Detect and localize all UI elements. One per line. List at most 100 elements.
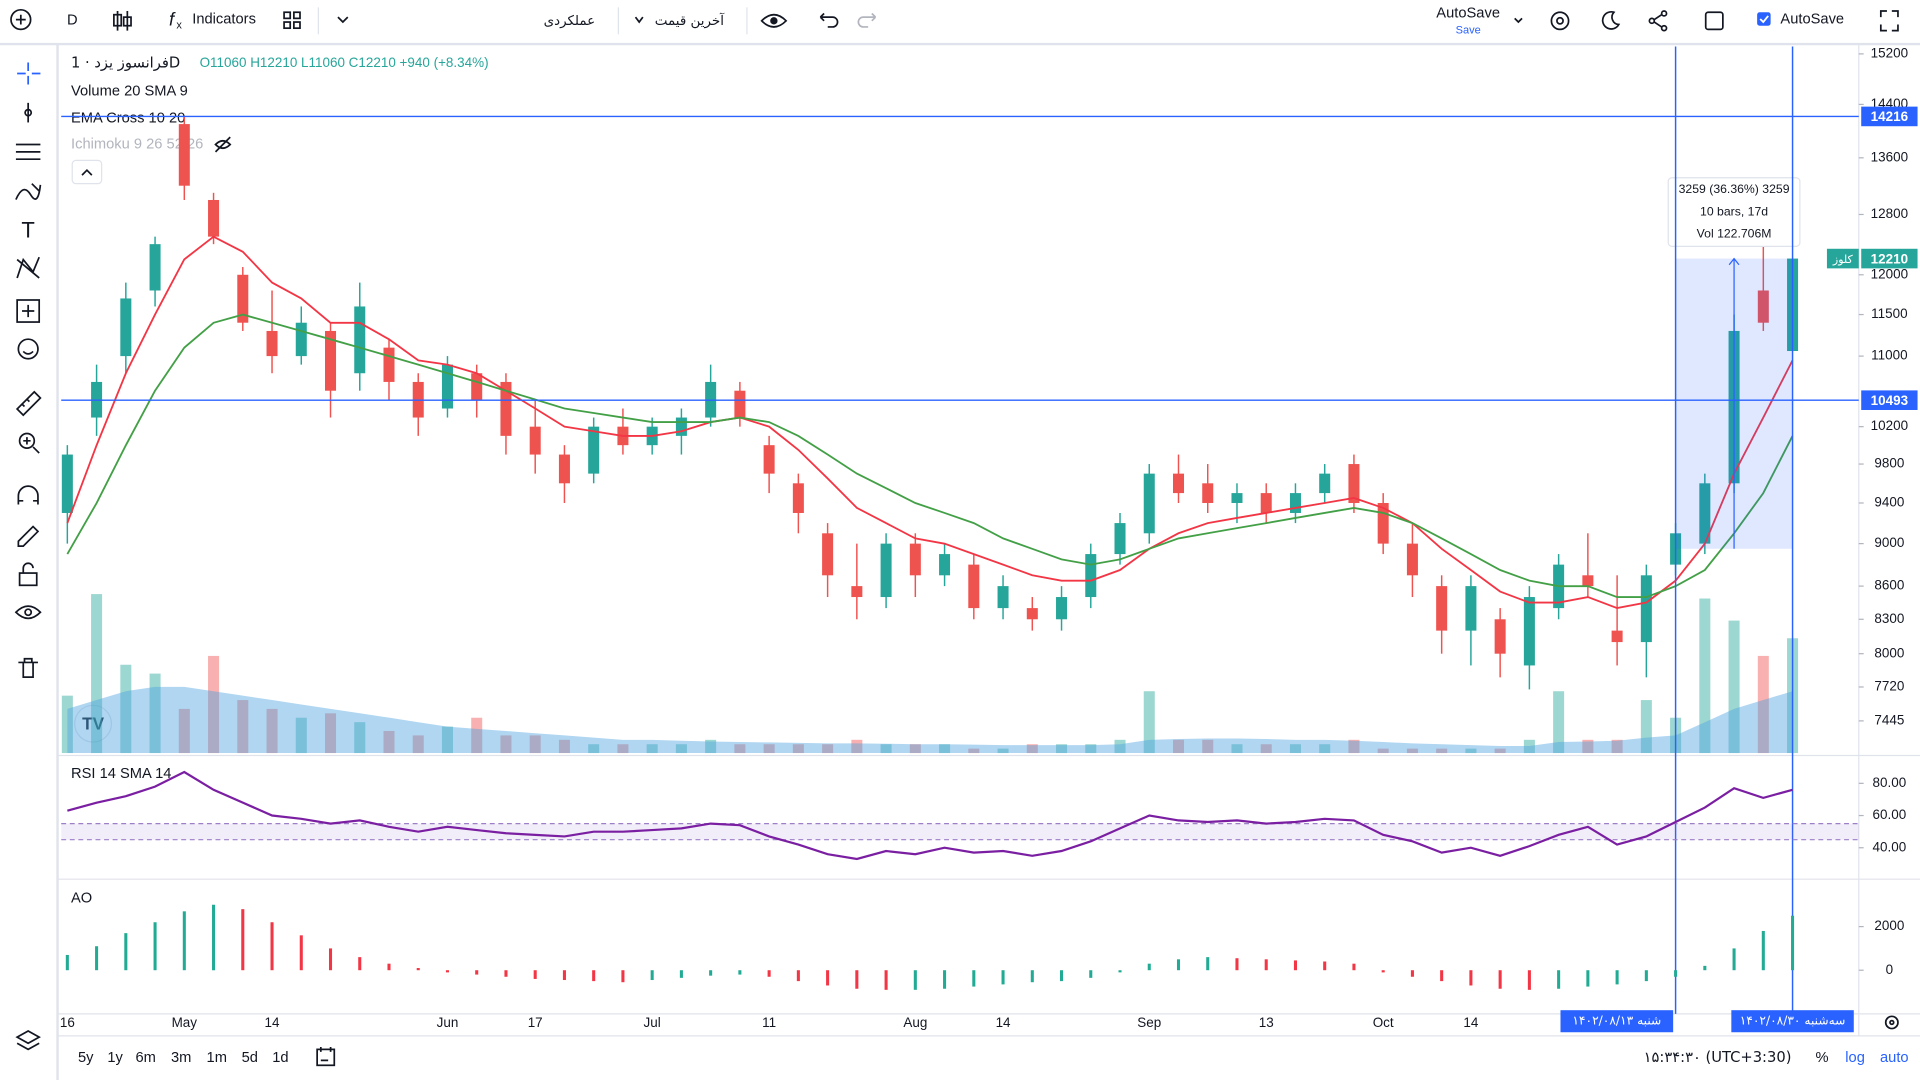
autosave-button[interactable]: AutoSave <box>1436 5 1500 21</box>
prediction-tool[interactable] <box>16 299 41 323</box>
candle-body <box>588 426 600 474</box>
indicator-legend: Ichimoku 9 26 52 26 <box>71 136 203 152</box>
performance-button[interactable]: عملکردی <box>544 14 596 29</box>
price-label: 10493 <box>1871 393 1908 408</box>
lock-tool[interactable] <box>18 562 38 587</box>
more-button[interactable] <box>337 16 349 24</box>
undo-button[interactable] <box>819 12 839 28</box>
candle-body <box>997 586 1009 609</box>
y-tick-label: 10200 <box>1871 418 1908 433</box>
templates-button[interactable] <box>283 11 301 30</box>
volume-bar <box>558 739 570 754</box>
x-tick-label: Jun <box>437 1015 459 1030</box>
volume-sma-area <box>67 686 1793 754</box>
collapse-legend-button[interactable] <box>71 159 103 185</box>
candle-body <box>792 483 804 513</box>
volume-bar <box>1465 748 1477 754</box>
candle-body <box>383 347 395 382</box>
volume-bar <box>295 717 307 754</box>
range-button[interactable]: 1y <box>107 1050 123 1066</box>
measure-tooltip <box>1667 177 1801 247</box>
volume-bar <box>939 744 951 754</box>
volume-bar <box>1143 691 1155 754</box>
visibility-button[interactable] <box>760 13 788 28</box>
hidden-indicator-icon[interactable] <box>214 136 232 153</box>
theme-button[interactable] <box>1601 10 1621 30</box>
volume-bar <box>412 735 424 754</box>
tradingview-logo: TV <box>74 704 113 743</box>
y-tick-label: 12000 <box>1871 266 1908 281</box>
volume-bar <box>325 713 337 754</box>
crosshair-tool[interactable] <box>17 62 41 85</box>
range-button[interactable]: 3m <box>171 1050 191 1066</box>
brush-tool[interactable] <box>15 183 42 200</box>
icon-tool[interactable] <box>17 338 39 360</box>
add-symbol-button[interactable] <box>10 8 32 31</box>
volume-bar <box>1348 739 1360 754</box>
price-source-arrow[interactable] <box>634 16 644 24</box>
candle-body <box>61 454 73 513</box>
chart-settings-button[interactable] <box>1884 1015 1899 1030</box>
interval-button[interactable]: D <box>67 13 78 29</box>
price-label-bg <box>1861 106 1918 127</box>
candle-body <box>1026 608 1038 620</box>
autosave-menu[interactable] <box>1514 17 1523 24</box>
x-tick-label: Sep <box>1137 1015 1161 1030</box>
y-tick-label: 8000 <box>1874 645 1904 660</box>
candle-body <box>1348 464 1360 503</box>
volume-bar <box>383 730 395 754</box>
range-button[interactable]: 5y <box>78 1050 94 1066</box>
text-tool[interactable]: T <box>21 217 34 242</box>
candle-body <box>295 322 307 357</box>
volume-bar <box>968 748 980 754</box>
volume-bar <box>354 722 366 754</box>
autosave-checkbox[interactable] <box>1757 12 1771 26</box>
candle-body <box>1757 290 1769 323</box>
candle-body <box>1056 597 1068 620</box>
measure-text: 10 bars, 17d <box>1700 204 1768 218</box>
pattern-tool[interactable] <box>16 256 40 279</box>
volume-bar <box>705 739 717 754</box>
log-toggle[interactable]: log <box>1845 1050 1865 1066</box>
candle-body <box>1640 575 1652 643</box>
auto-toggle[interactable]: auto <box>1880 1050 1909 1066</box>
object-tree-button[interactable] <box>15 1030 41 1051</box>
redo-button[interactable] <box>857 12 877 28</box>
candle-body <box>851 586 863 598</box>
price-source-button[interactable]: آخرین قیمت <box>655 12 725 29</box>
candle-body <box>822 533 834 576</box>
candle-body <box>1172 473 1185 494</box>
range-button[interactable]: 5d <box>242 1050 258 1066</box>
y-tick-label: 9000 <box>1874 535 1904 550</box>
range-button[interactable]: 1m <box>207 1050 227 1066</box>
indicators-label[interactable]: Indicators <box>192 11 256 27</box>
share-button[interactable] <box>1648 10 1668 32</box>
candle-body <box>1114 523 1126 555</box>
goto-date-button[interactable] <box>316 1046 336 1067</box>
range-button[interactable]: 1d <box>272 1050 288 1066</box>
chart-type-button[interactable] <box>113 11 132 31</box>
magnet-tool[interactable] <box>17 485 39 505</box>
autosave-check-label[interactable]: AutoSave <box>1780 11 1844 27</box>
zoom-tool[interactable] <box>18 432 40 454</box>
volume-bar <box>588 744 600 754</box>
clock: ۱۵:۳۴:۳۰ (UTC+3:30) <box>1644 1049 1792 1066</box>
fib-tool[interactable] <box>15 143 41 161</box>
x-tick-label: 11 <box>762 1015 776 1030</box>
candle-body <box>178 124 190 186</box>
fullscreen-button[interactable] <box>1879 10 1899 32</box>
hide-tool[interactable] <box>14 605 42 620</box>
settings-button[interactable] <box>1550 11 1570 31</box>
drawing-mode-tool[interactable] <box>17 525 40 547</box>
rsi-line <box>67 770 1793 861</box>
range-button[interactable]: 6m <box>136 1050 156 1066</box>
volume-bar <box>1231 744 1243 754</box>
snapshot-button[interactable] <box>1704 11 1724 31</box>
trend-line-tool[interactable] <box>24 102 33 123</box>
x-tick-label: 16 <box>60 1015 75 1030</box>
remove-tool[interactable] <box>18 657 38 679</box>
ruler-tool[interactable] <box>15 390 42 417</box>
percent-toggle[interactable]: % <box>1816 1050 1829 1066</box>
volume-bar <box>61 695 73 754</box>
